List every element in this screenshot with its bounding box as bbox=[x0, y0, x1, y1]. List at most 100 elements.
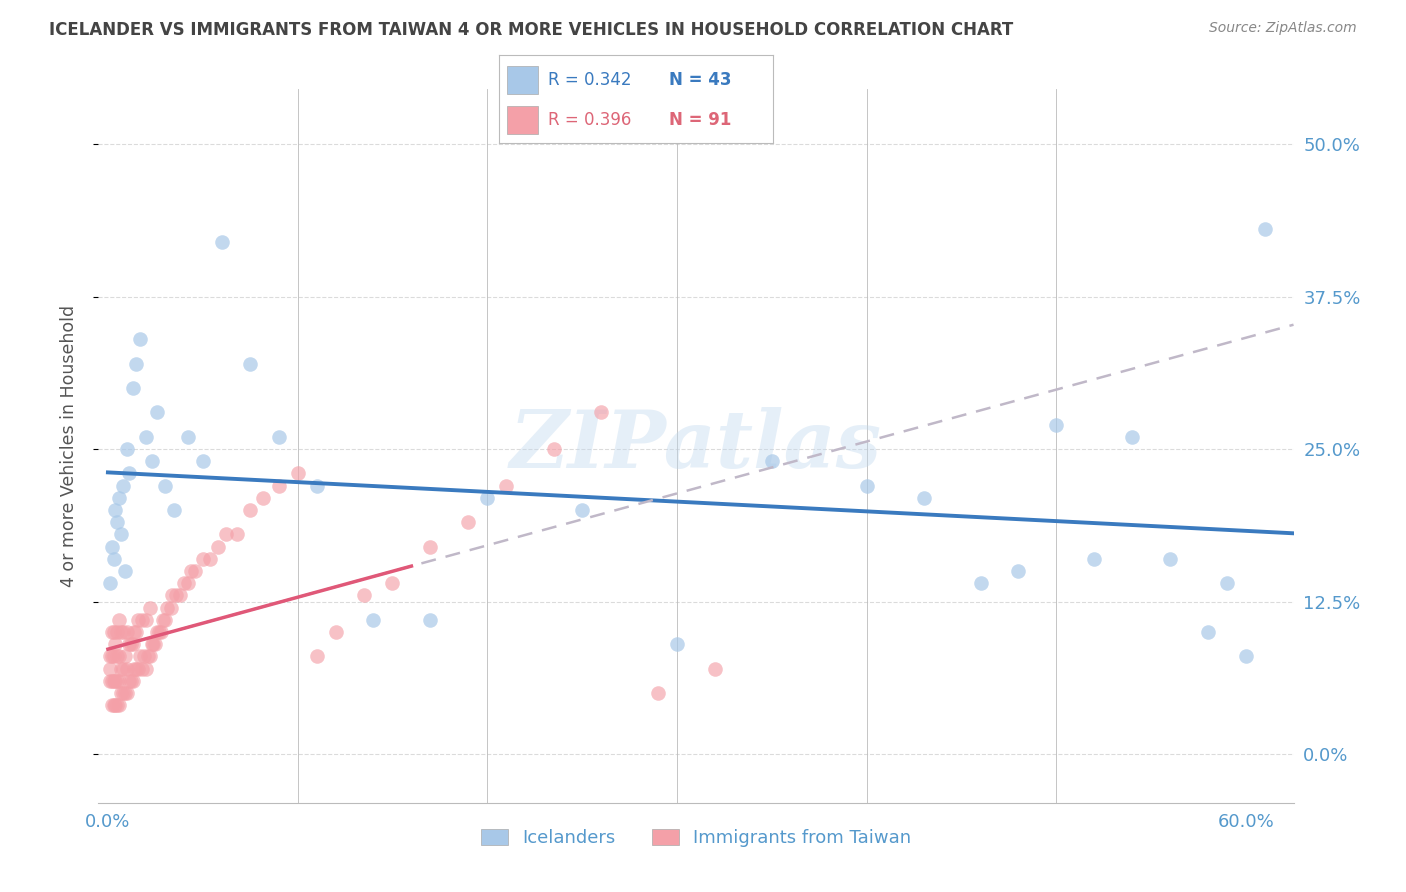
Point bbox=[105, 515, 128, 529]
Point bbox=[477, 491, 499, 505]
Point bbox=[105, 625, 128, 640]
Point bbox=[165, 589, 187, 603]
Point bbox=[176, 430, 198, 444]
Point bbox=[138, 600, 160, 615]
Point bbox=[104, 503, 127, 517]
Text: R = 0.396: R = 0.396 bbox=[548, 111, 631, 129]
Point bbox=[108, 613, 131, 627]
Point bbox=[121, 673, 143, 688]
Point bbox=[214, 527, 236, 541]
Bar bbox=[508, 106, 537, 134]
Point bbox=[703, 662, 725, 676]
Point bbox=[381, 576, 404, 591]
Point bbox=[267, 430, 290, 444]
Point bbox=[98, 662, 121, 676]
Point bbox=[148, 625, 170, 640]
Point bbox=[103, 673, 125, 688]
Text: N = 43: N = 43 bbox=[669, 70, 731, 89]
Point bbox=[267, 478, 290, 492]
Text: ZIPatlas: ZIPatlas bbox=[510, 408, 882, 484]
Point bbox=[98, 673, 121, 688]
Point bbox=[191, 454, 214, 468]
Point bbox=[138, 649, 160, 664]
Point bbox=[363, 613, 385, 627]
Point bbox=[131, 662, 153, 676]
Point bbox=[135, 662, 157, 676]
Point bbox=[647, 686, 669, 700]
Point bbox=[104, 698, 127, 713]
Point bbox=[1216, 576, 1239, 591]
Point bbox=[104, 637, 127, 651]
Point bbox=[127, 613, 149, 627]
Point bbox=[112, 662, 135, 676]
Point bbox=[124, 662, 146, 676]
Point bbox=[108, 649, 131, 664]
Point bbox=[125, 625, 148, 640]
Point bbox=[169, 589, 191, 603]
Point bbox=[141, 637, 163, 651]
Point bbox=[153, 478, 176, 492]
Point bbox=[180, 564, 202, 578]
Point bbox=[100, 540, 122, 554]
Point bbox=[110, 686, 132, 700]
Point bbox=[131, 613, 153, 627]
Point bbox=[1254, 222, 1277, 236]
Point bbox=[100, 698, 122, 713]
Point bbox=[761, 454, 783, 468]
Point bbox=[591, 405, 613, 419]
Point bbox=[114, 649, 136, 664]
Point bbox=[153, 613, 176, 627]
Point bbox=[1007, 564, 1029, 578]
Point bbox=[176, 576, 198, 591]
Point bbox=[118, 637, 141, 651]
Point bbox=[118, 673, 141, 688]
Point bbox=[1197, 625, 1219, 640]
Point bbox=[108, 698, 131, 713]
Point bbox=[146, 405, 169, 419]
Point bbox=[207, 540, 229, 554]
Point bbox=[163, 503, 186, 517]
Point bbox=[1159, 551, 1181, 566]
Text: N = 91: N = 91 bbox=[669, 111, 731, 129]
Point bbox=[239, 357, 262, 371]
Point bbox=[252, 491, 274, 505]
Point bbox=[98, 649, 121, 664]
Point bbox=[104, 673, 127, 688]
Point bbox=[108, 673, 131, 688]
Point bbox=[287, 467, 309, 481]
Point bbox=[100, 625, 122, 640]
Point bbox=[142, 637, 165, 651]
Point bbox=[1045, 417, 1067, 432]
Point bbox=[457, 515, 479, 529]
Legend: Icelanders, Immigrants from Taiwan: Icelanders, Immigrants from Taiwan bbox=[474, 822, 918, 855]
Point bbox=[150, 625, 173, 640]
Point bbox=[129, 332, 152, 346]
Point bbox=[969, 576, 991, 591]
Point bbox=[125, 662, 148, 676]
Point bbox=[121, 637, 143, 651]
Point bbox=[146, 625, 169, 640]
Point bbox=[114, 686, 136, 700]
Point bbox=[543, 442, 565, 456]
Point bbox=[115, 625, 138, 640]
Point bbox=[115, 442, 138, 456]
Point bbox=[159, 600, 181, 615]
Point bbox=[105, 673, 128, 688]
Point bbox=[135, 430, 157, 444]
Point bbox=[120, 673, 142, 688]
Point bbox=[305, 649, 328, 664]
Point bbox=[211, 235, 233, 249]
Point bbox=[1234, 649, 1257, 664]
Point bbox=[115, 686, 138, 700]
Point bbox=[225, 527, 247, 541]
Point bbox=[120, 637, 142, 651]
Point bbox=[112, 686, 135, 700]
Point bbox=[143, 637, 166, 651]
Point bbox=[103, 625, 125, 640]
Point bbox=[162, 589, 184, 603]
Point bbox=[100, 673, 122, 688]
Point bbox=[419, 540, 441, 554]
Point bbox=[132, 649, 155, 664]
Point bbox=[239, 503, 262, 517]
Point bbox=[103, 551, 125, 566]
